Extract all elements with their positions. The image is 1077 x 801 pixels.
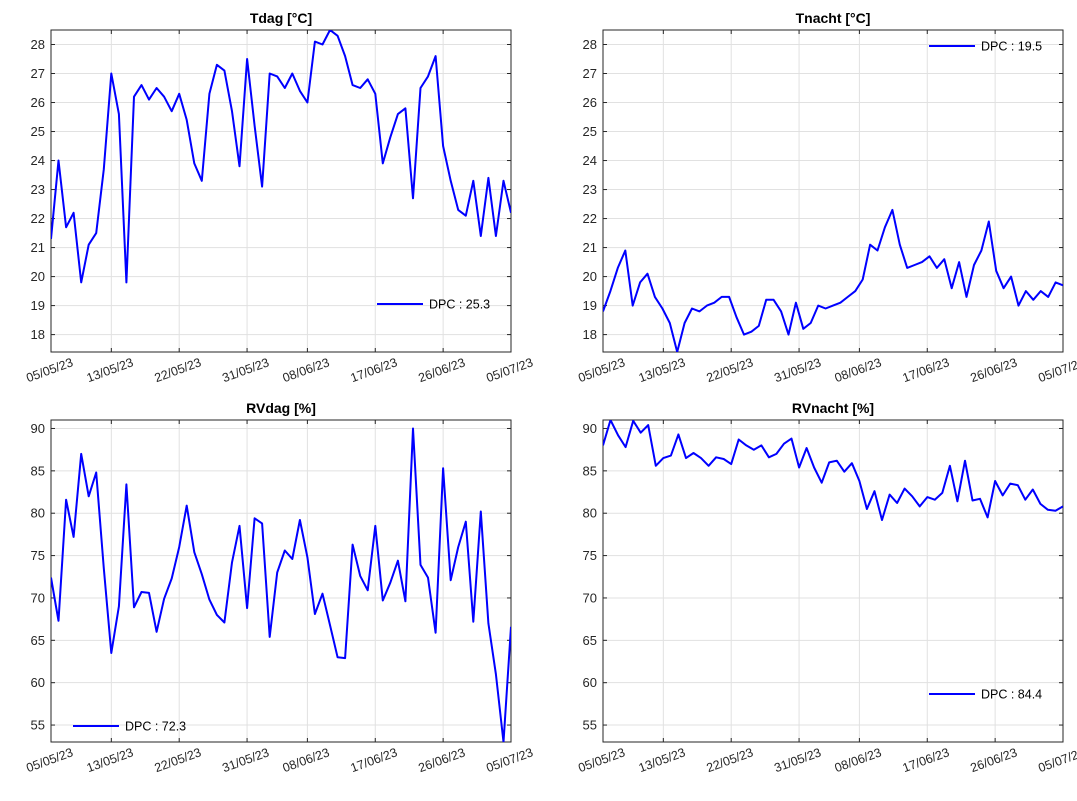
legend-label: DPC : 72.3: [125, 720, 186, 734]
legend: DPC : 84.4: [929, 688, 1042, 702]
tick-label-y: 28: [31, 37, 45, 52]
tick-label-x: 08/06/23: [281, 355, 332, 385]
tick-label-x: 17/06/23: [349, 745, 400, 775]
tick-label-y: 28: [583, 37, 597, 52]
tick-label-x: 05/05/23: [24, 355, 75, 385]
chart-title: RVdag [%]: [246, 400, 316, 416]
tick-label-y: 80: [583, 506, 597, 521]
tick-label-x: 26/06/23: [417, 745, 468, 775]
tick-label-y: 20: [31, 269, 45, 284]
tick-label-y: 60: [583, 675, 597, 690]
chart-title: Tdag [°C]: [250, 10, 312, 26]
series-line: [603, 420, 1063, 521]
tick-label-y: 19: [31, 298, 45, 313]
tick-label-x: 26/06/23: [417, 355, 468, 385]
series-line: [51, 427, 511, 742]
legend: DPC : 19.5: [929, 40, 1042, 54]
tick-label-x: 22/05/23: [153, 745, 204, 775]
tick-label-y: 70: [583, 590, 597, 605]
tick-label-y: 85: [583, 463, 597, 478]
tick-label-x: 05/05/23: [576, 745, 627, 775]
tick-label-y: 26: [31, 95, 45, 110]
legend: DPC : 25.3: [377, 298, 490, 312]
tick-label-x: 31/05/23: [772, 355, 823, 385]
tick-label-y: 85: [31, 463, 45, 478]
tick-label-y: 21: [583, 240, 597, 255]
tick-label-x: 05/07/23: [484, 745, 535, 775]
subplot-2: 18 19 20 21 22 23 24 25 26 27 28 05/05/23 13/05/23 22…: [576, 10, 1077, 385]
tick-label-y: 55: [31, 718, 45, 733]
plot-area: [51, 420, 511, 742]
axes-frame: [602, 419, 1064, 743]
tick-label-x: 26/06/23: [969, 355, 1020, 385]
tick-label-x: 17/06/23: [349, 355, 400, 385]
tick-label-y: 23: [31, 182, 45, 197]
tick-label-y: 19: [583, 298, 597, 313]
series-line: [603, 208, 1063, 352]
tick-label-y: 75: [31, 548, 45, 563]
legend: DPC : 72.3: [73, 720, 186, 734]
tick-label-y: 24: [31, 153, 45, 168]
tick-label-x: 17/06/23: [901, 355, 952, 385]
tick-label-x: 13/05/23: [85, 745, 136, 775]
tick-label-y: 23: [583, 182, 597, 197]
tick-label-y: 65: [31, 633, 45, 648]
tick-label-y: 22: [583, 211, 597, 226]
axes-frame: [50, 29, 512, 353]
tick-label-x: 13/05/23: [85, 355, 136, 385]
tick-label-x: 13/05/23: [637, 745, 688, 775]
tick-label-x: 22/05/23: [705, 355, 756, 385]
tick-label-y: 70: [31, 590, 45, 605]
tick-label-y: 21: [31, 240, 45, 255]
legend-label: DPC : 25.3: [429, 298, 490, 312]
tick-label-y: 65: [583, 633, 597, 648]
axes-frame: [602, 29, 1064, 353]
subplot-4: 55 60 65 70 75 80 85 90 05/05/23 13/05/23 22/05/23…: [576, 400, 1077, 775]
tick-label-y: 60: [31, 675, 45, 690]
plot-area: [603, 420, 1063, 742]
tick-label-x: 13/05/23: [637, 355, 688, 385]
legend-label: DPC : 84.4: [981, 688, 1042, 702]
tick-label-y: 25: [583, 124, 597, 139]
tick-label-y: 90: [31, 421, 45, 436]
tick-label-x: 05/07/23: [1036, 745, 1077, 775]
series-line: [51, 30, 511, 284]
tick-label-y: 22: [31, 211, 45, 226]
subplot-1: 18 19 20 21 22 23 24 25 26 27 28 05/05/23 13/05/23 22…: [24, 10, 535, 385]
plot-area: [603, 30, 1063, 352]
tick-label-x: 05/05/23: [24, 745, 75, 775]
tick-label-y: 18: [31, 327, 45, 342]
tick-label-x: 05/07/23: [484, 355, 535, 385]
tick-label-x: 08/06/23: [833, 355, 884, 385]
tick-label-y: 27: [583, 66, 597, 81]
tick-label-y: 75: [583, 548, 597, 563]
tick-label-y: 20: [583, 269, 597, 284]
tick-label-y: 25: [31, 124, 45, 139]
tick-label-x: 31/05/23: [220, 355, 271, 385]
tick-label-y: 26: [583, 95, 597, 110]
tick-label-x: 31/05/23: [772, 745, 823, 775]
tick-label-x: 05/05/23: [576, 355, 627, 385]
tick-label-x: 08/06/23: [833, 745, 884, 775]
chart-title: RVnacht [%]: [792, 400, 874, 416]
tick-label-x: 05/07/23: [1036, 355, 1077, 385]
tick-label-y: 24: [583, 153, 597, 168]
tick-label-y: 90: [583, 421, 597, 436]
tick-label-y: 27: [31, 66, 45, 81]
subplot-3: 55 60 65 70 75 80 85 90 05/05/23 13/05/23 22/05/23…: [24, 400, 535, 775]
tick-label-x: 22/05/23: [153, 355, 204, 385]
tick-label-y: 55: [583, 718, 597, 733]
tick-label-y: 18: [583, 327, 597, 342]
tick-label-x: 08/06/23: [281, 745, 332, 775]
tick-label-x: 22/05/23: [705, 745, 756, 775]
legend-label: DPC : 19.5: [981, 40, 1042, 54]
tick-label-x: 26/06/23: [969, 745, 1020, 775]
tick-label-x: 17/06/23: [901, 745, 952, 775]
chart-title: Tnacht [°C]: [796, 10, 871, 26]
tick-label-y: 80: [31, 506, 45, 521]
tick-label-x: 31/05/23: [220, 745, 271, 775]
